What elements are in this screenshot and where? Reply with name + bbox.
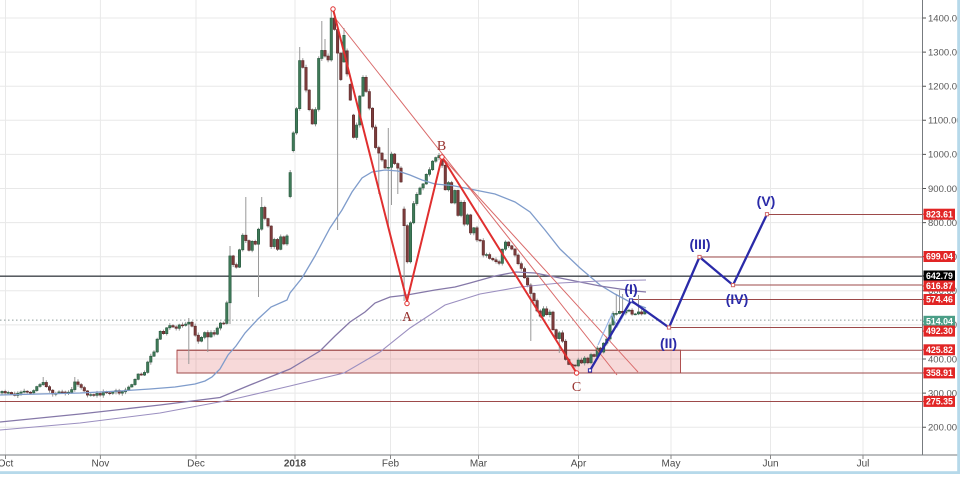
- svg-text:Oct: Oct: [0, 459, 13, 470]
- svg-text:C: C: [572, 380, 581, 395]
- svg-text:616.87: 616.87: [926, 281, 953, 291]
- svg-text:400.00: 400.00: [928, 354, 957, 365]
- svg-text:300.00: 300.00: [928, 388, 957, 399]
- svg-text:514.04: 514.04: [926, 316, 953, 326]
- svg-text:(III): (III): [690, 236, 711, 252]
- svg-text:1000.00: 1000.00: [928, 150, 960, 161]
- svg-text:2018: 2018: [284, 459, 307, 470]
- svg-text:Dec: Dec: [187, 459, 205, 470]
- svg-text:823.61: 823.61: [926, 209, 953, 219]
- svg-text:A: A: [402, 310, 413, 325]
- svg-text:200.00: 200.00: [928, 423, 957, 434]
- svg-text:1200.00: 1200.00: [928, 82, 960, 93]
- svg-text:Jul: Jul: [857, 459, 870, 470]
- svg-text:358.91: 358.91: [926, 368, 953, 378]
- svg-text:1400.00: 1400.00: [928, 13, 960, 24]
- svg-text:(IV): (IV): [726, 291, 749, 307]
- svg-text:Apr: Apr: [571, 459, 587, 470]
- svg-text:1100.00: 1100.00: [928, 116, 960, 127]
- svg-text:(II): (II): [660, 335, 677, 351]
- svg-text:574.46: 574.46: [926, 295, 953, 305]
- svg-text:800.00: 800.00: [928, 218, 957, 229]
- svg-text:642.79: 642.79: [926, 271, 953, 281]
- svg-text:1300.00: 1300.00: [928, 47, 960, 58]
- svg-text:(V): (V): [757, 193, 776, 209]
- svg-text:699.04: 699.04: [926, 252, 953, 262]
- svg-text:B: B: [437, 139, 446, 154]
- svg-text:Feb: Feb: [382, 459, 400, 470]
- svg-text:(I): (I): [624, 281, 637, 297]
- svg-text:492.30: 492.30: [926, 326, 953, 336]
- svg-text:900.00: 900.00: [928, 184, 957, 195]
- svg-text:Nov: Nov: [92, 459, 110, 470]
- svg-text:Jun: Jun: [762, 459, 778, 470]
- svg-text:275.35: 275.35: [926, 397, 953, 407]
- svg-text:600.00: 600.00: [928, 286, 957, 297]
- svg-text:May: May: [662, 459, 681, 470]
- svg-text:425.82: 425.82: [926, 345, 953, 355]
- svg-text:Mar: Mar: [470, 459, 488, 470]
